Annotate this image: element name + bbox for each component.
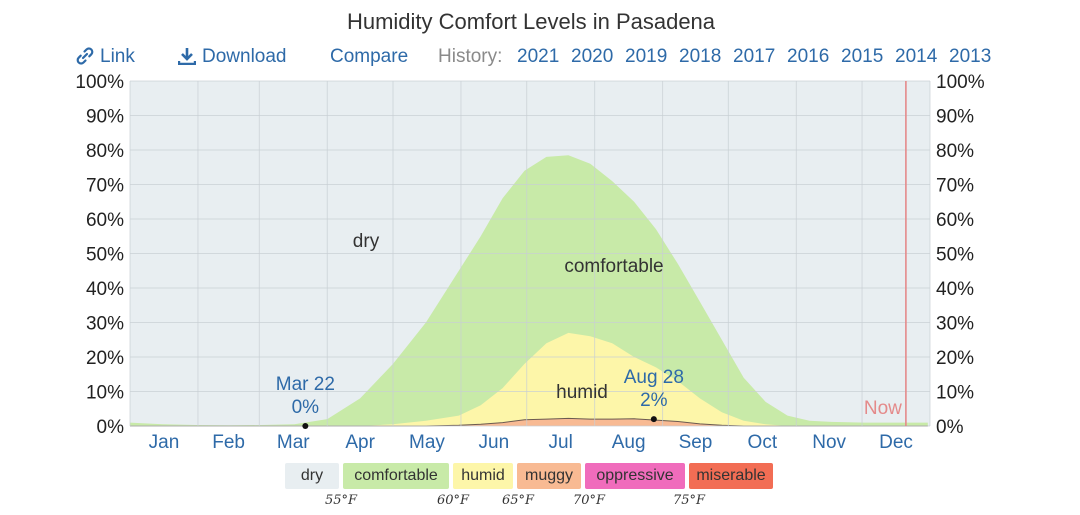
month-label: Nov <box>812 432 846 453</box>
y-tick-label-left: 40% <box>86 279 124 300</box>
link-button[interactable]: Link <box>76 46 135 68</box>
y-tick-label-left: 90% <box>86 107 124 128</box>
download-icon <box>177 48 197 66</box>
y-tick-label-right: 100% <box>936 72 985 93</box>
annotation-point <box>650 416 657 423</box>
month-label: Apr <box>345 432 375 453</box>
annotation-point <box>302 423 309 429</box>
compare-button[interactable]: Compare <box>330 46 409 67</box>
chart-title: Humidity Comfort Levels in Pasadena <box>346 9 716 34</box>
history-year-2013[interactable]: 2013 <box>949 46 992 67</box>
y-tick-label-right: 80% <box>936 141 974 162</box>
download-label: Download <box>202 46 287 67</box>
y-tick-label-right: 30% <box>936 314 974 335</box>
region-label-comfortable: comfortable <box>564 256 663 277</box>
month-label: Feb <box>212 432 245 453</box>
month-label: Dec <box>879 432 913 453</box>
annotation-value: 2% <box>640 390 668 411</box>
threshold-label: 75°F <box>673 493 706 508</box>
month-label: Jun <box>479 432 510 453</box>
humidity-chart: Now 0% 0% 10% 10% 20% 20% 30% 30% 40% 40% 50% 50% 60%… <box>75 72 985 453</box>
history-year-2019[interactable]: 2019 <box>625 46 668 67</box>
region-label-humid: humid <box>556 382 608 403</box>
threshold-label: 70°F <box>573 493 606 508</box>
y-tick-label-left: 80% <box>86 141 124 162</box>
month-label: Jan <box>149 432 180 453</box>
history-year-2017[interactable]: 2017 <box>733 46 776 67</box>
link-label: Link <box>100 46 135 67</box>
y-tick-label-right: 20% <box>936 348 974 369</box>
annotation-value: 0% <box>292 397 320 418</box>
month-label: Oct <box>748 432 778 453</box>
y-tick-label-left: 20% <box>86 348 124 369</box>
annotation-date: Aug 28 <box>624 367 684 388</box>
y-tick-label-right: 40% <box>936 279 974 300</box>
y-tick-label-right: 0% <box>936 417 964 438</box>
history-year-2021[interactable]: 2021 <box>517 46 560 67</box>
y-tick-label-right: 50% <box>936 245 974 266</box>
y-tick-label-left: 10% <box>86 383 124 404</box>
now-label: Now <box>864 398 902 419</box>
y-tick-label-right: 10% <box>936 383 974 404</box>
muggy-area <box>130 418 928 426</box>
region-label-dry: dry <box>353 231 380 252</box>
legend-chip-dry: dry <box>285 463 339 489</box>
legend-chip-comfortable: comfortable <box>343 463 449 489</box>
history-year-2018[interactable]: 2018 <box>679 46 722 67</box>
history-year-2014[interactable]: 2014 <box>895 46 938 67</box>
history-year-2015[interactable]: 2015 <box>841 46 884 67</box>
month-label: Aug <box>612 432 646 453</box>
y-tick-label-left: 0% <box>97 417 125 438</box>
y-tick-label-right: 70% <box>936 176 974 197</box>
y-tick-label-left: 30% <box>86 314 124 335</box>
month-label: Mar <box>277 432 310 453</box>
month-label: Sep <box>679 432 713 453</box>
history-year-2020[interactable]: 2020 <box>571 46 614 67</box>
chart-toolbar: Link Download Compare History: 2021 2020… <box>0 44 1080 72</box>
history-year-2016[interactable]: 2016 <box>787 46 830 67</box>
humid-area <box>130 332 928 426</box>
legend-chip-miserable: miserable <box>689 463 773 489</box>
y-tick-label-left: 70% <box>86 176 124 197</box>
month-label: May <box>409 432 445 453</box>
history-label: History: <box>438 46 503 67</box>
download-button[interactable]: Download <box>177 46 287 68</box>
y-tick-label-left: 100% <box>75 72 124 93</box>
y-tick-label-left: 60% <box>86 210 124 231</box>
legend-chip-muggy: muggy <box>517 463 581 489</box>
link-icon <box>76 47 94 65</box>
legend-chip-humid: humid <box>453 463 513 489</box>
month-label: Jul <box>549 432 573 453</box>
threshold-label: 65°F <box>502 493 535 508</box>
y-tick-label-right: 90% <box>936 107 974 128</box>
y-tick-label-left: 50% <box>86 245 124 266</box>
threshold-label: 60°F <box>437 493 470 508</box>
annotation-date: Mar 22 <box>276 374 335 395</box>
legend-chip-oppressive: oppressive <box>585 463 685 489</box>
threshold-label: 55°F <box>325 493 358 508</box>
y-tick-label-right: 60% <box>936 210 974 231</box>
